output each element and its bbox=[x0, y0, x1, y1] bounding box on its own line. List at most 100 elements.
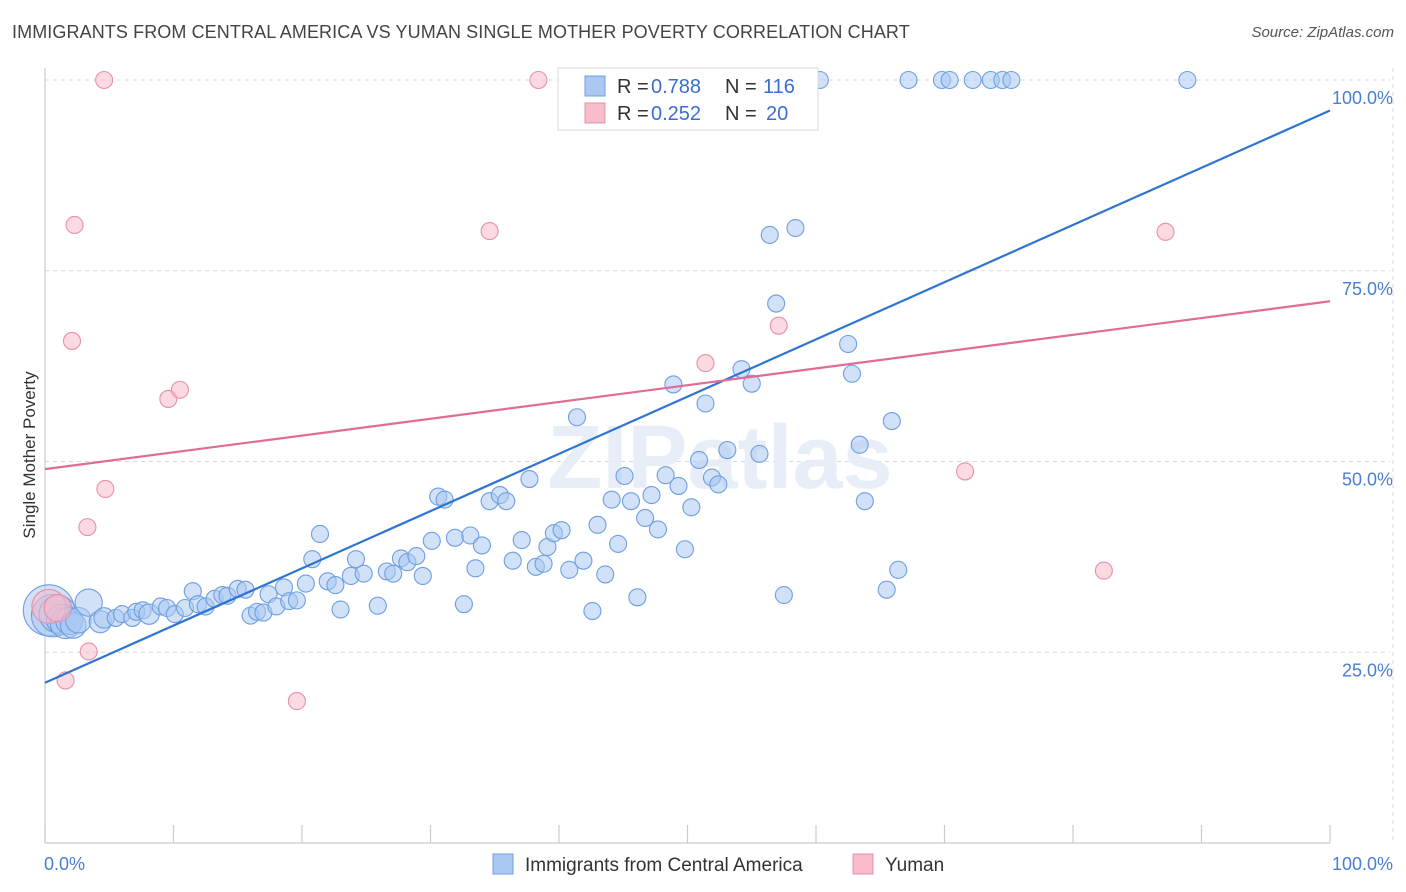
pink-point-18 bbox=[1156, 222, 1175, 241]
blue-point-36 bbox=[287, 591, 306, 610]
blue-point-118 bbox=[1178, 70, 1197, 90]
pink-point-17 bbox=[1094, 561, 1113, 580]
series-central-america-points bbox=[22, 70, 1197, 640]
blue-point-66 bbox=[520, 469, 539, 489]
pink-point-5 bbox=[79, 642, 98, 661]
blue-point-83 bbox=[636, 508, 655, 528]
blue-point-98 bbox=[750, 444, 769, 463]
blue-point-108 bbox=[877, 580, 896, 599]
pink-trend-line bbox=[44, 300, 1331, 471]
bottom-legend-label-blue: Immigrants from Central America bbox=[525, 855, 803, 876]
blue-point-99 bbox=[760, 225, 779, 244]
blue-point-39 bbox=[310, 524, 330, 544]
blue-point-107 bbox=[855, 492, 874, 511]
chart-source: Source: ZipAtlas.com bbox=[1251, 24, 1394, 41]
legend-pink-r-label: R = bbox=[617, 103, 649, 125]
blue-point-101 bbox=[774, 585, 793, 605]
blue-point-79 bbox=[609, 534, 628, 553]
blue-point-77 bbox=[596, 565, 615, 584]
blue-point-58 bbox=[461, 526, 480, 545]
blue-point-65 bbox=[512, 531, 531, 550]
blue-point-57 bbox=[454, 595, 473, 614]
blue-point-104 bbox=[839, 334, 858, 354]
gridlines bbox=[45, 68, 1394, 843]
blue-point-53 bbox=[422, 531, 441, 550]
pink-point-15 bbox=[769, 316, 788, 335]
blue-point-110 bbox=[889, 560, 908, 579]
legend-pink-n-label: N = bbox=[725, 103, 757, 125]
bottom-legend-label-pink: Yuman bbox=[885, 855, 944, 876]
trend-lines bbox=[44, 109, 1331, 684]
blue-point-37 bbox=[296, 574, 315, 593]
blue-point-52 bbox=[413, 566, 432, 586]
blue-point-109 bbox=[882, 412, 901, 431]
blue-point-106 bbox=[850, 435, 869, 454]
legend-swatch-pink bbox=[584, 102, 606, 124]
legend-blue-r-label: R = bbox=[617, 76, 649, 98]
blue-point-71 bbox=[552, 521, 571, 540]
legend-pink-r-value: 0.252 bbox=[651, 103, 701, 125]
pink-point-4 bbox=[78, 518, 97, 537]
blue-point-92 bbox=[696, 394, 715, 413]
blue-point-97 bbox=[742, 374, 761, 393]
pink-point-10 bbox=[170, 380, 189, 399]
blue-point-78 bbox=[602, 490, 621, 509]
blue-point-81 bbox=[621, 492, 641, 511]
blue-point-38 bbox=[303, 550, 322, 569]
blue-point-42 bbox=[331, 600, 350, 619]
chart-title: IMMIGRANTS FROM CENTRAL AMERICA VS YUMAN… bbox=[12, 22, 910, 42]
blue-point-113 bbox=[940, 70, 959, 90]
blue-point-100 bbox=[767, 294, 786, 313]
pink-point-14 bbox=[696, 354, 715, 373]
blue-point-105 bbox=[842, 364, 862, 383]
blue-point-90 bbox=[682, 498, 701, 517]
blue-point-48 bbox=[384, 564, 403, 583]
blue-point-51 bbox=[407, 547, 426, 566]
blue-point-74 bbox=[574, 551, 593, 570]
blue-point-80 bbox=[615, 466, 634, 486]
blue-point-84 bbox=[642, 486, 661, 505]
blue-point-87 bbox=[664, 375, 683, 394]
bottom-legend-swatch-blue bbox=[492, 853, 514, 875]
blue-point-86 bbox=[656, 466, 675, 485]
blue-point-45 bbox=[354, 564, 373, 583]
blue-point-94 bbox=[709, 475, 728, 494]
pink-point-7 bbox=[95, 70, 114, 90]
legend-pink-n-value: 20 bbox=[766, 103, 788, 125]
legend-blue-n-value: 116 bbox=[763, 76, 795, 98]
pink-point-11 bbox=[287, 692, 306, 711]
blue-point-73 bbox=[567, 408, 587, 427]
series-legend: Immigrants from Central America Yuman bbox=[492, 853, 944, 876]
blue-point-68 bbox=[534, 554, 553, 573]
pink-point-16 bbox=[956, 462, 975, 481]
blue-point-95 bbox=[718, 441, 737, 460]
blue-point-60 bbox=[472, 536, 491, 555]
blue-point-114 bbox=[963, 70, 982, 90]
blue-point-72 bbox=[560, 560, 579, 579]
blue-point-44 bbox=[346, 550, 366, 569]
blue-point-88 bbox=[669, 476, 688, 495]
blue-point-82 bbox=[628, 588, 647, 607]
blue-point-8 bbox=[74, 588, 103, 617]
stats-legend: R = 0.788 N = 116 R = 0.252 N = 20 bbox=[557, 67, 819, 131]
pink-point-6 bbox=[62, 331, 82, 350]
y-tick-label-2: 75.0% bbox=[1342, 279, 1393, 299]
blue-point-46 bbox=[368, 596, 387, 615]
blue-point-102 bbox=[786, 218, 805, 238]
y-tick-label-1: 50.0% bbox=[1342, 470, 1393, 490]
pink-point-1 bbox=[43, 593, 73, 623]
blue-point-75 bbox=[583, 601, 602, 621]
blue-point-111 bbox=[899, 70, 918, 90]
blue-point-89 bbox=[675, 540, 694, 559]
blue-point-117 bbox=[1002, 70, 1021, 90]
pink-point-12 bbox=[480, 222, 499, 241]
x-tick-label-1: 100.0% bbox=[1332, 854, 1393, 874]
bottom-legend-swatch-pink bbox=[852, 853, 874, 875]
pink-point-8 bbox=[96, 479, 115, 499]
y-tick-label-0: 25.0% bbox=[1342, 660, 1393, 680]
legend-blue-r-value: 0.788 bbox=[651, 76, 701, 98]
tick-labels: 25.0% 50.0% 75.0% 100.0% 0.0% 100.0% bbox=[44, 88, 1393, 874]
legend-blue-n-label: N = bbox=[725, 76, 757, 98]
blue-point-63 bbox=[497, 492, 516, 511]
